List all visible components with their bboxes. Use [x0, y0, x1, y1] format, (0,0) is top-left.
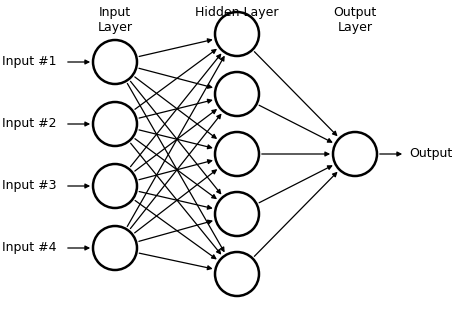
- Text: Output: Output: [409, 148, 452, 161]
- Circle shape: [215, 12, 259, 56]
- Circle shape: [93, 164, 137, 208]
- Circle shape: [215, 252, 259, 296]
- Text: Input #1: Input #1: [2, 55, 56, 68]
- Text: Input #3: Input #3: [2, 179, 56, 192]
- Circle shape: [333, 132, 377, 176]
- Circle shape: [93, 102, 137, 146]
- Circle shape: [215, 192, 259, 236]
- Text: Input #4: Input #4: [2, 241, 56, 255]
- Text: Input
Layer: Input Layer: [98, 6, 133, 34]
- Text: Output
Layer: Output Layer: [333, 6, 377, 34]
- Circle shape: [93, 226, 137, 270]
- Circle shape: [215, 132, 259, 176]
- Circle shape: [93, 40, 137, 84]
- Text: Hidden Layer: Hidden Layer: [195, 6, 279, 19]
- Circle shape: [215, 72, 259, 116]
- Text: Input #2: Input #2: [2, 118, 56, 131]
